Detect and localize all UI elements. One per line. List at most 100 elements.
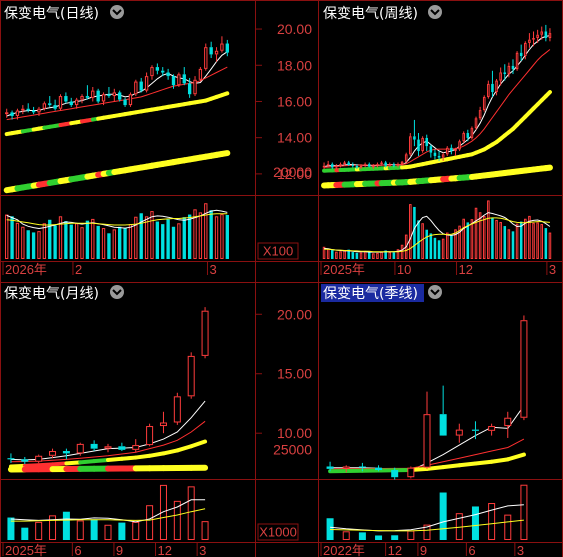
y-tick-label: 20.00 xyxy=(277,306,312,322)
x-tick-label: 12 xyxy=(459,262,473,277)
candle xyxy=(466,129,470,142)
chevron-down-icon[interactable] xyxy=(428,5,442,19)
volume-bar xyxy=(339,251,342,259)
volume-bar xyxy=(173,500,181,541)
candle xyxy=(482,95,486,112)
volume-bar xyxy=(112,229,116,259)
candle xyxy=(326,160,330,168)
monthly-chart-title[interactable]: 保变电气(月线) xyxy=(4,286,99,302)
ma-line-segment xyxy=(22,463,41,468)
chevron-down-icon[interactable] xyxy=(110,5,124,19)
volume-ma-line xyxy=(6,213,228,226)
candle xyxy=(458,139,461,152)
candle xyxy=(437,151,441,161)
ma-line-segment xyxy=(175,444,194,453)
volume-bar xyxy=(342,531,350,540)
candle xyxy=(380,160,383,166)
candle xyxy=(515,51,519,71)
volume-bar xyxy=(503,226,507,259)
candle xyxy=(532,31,535,47)
volume-bar xyxy=(132,521,140,540)
candle xyxy=(445,146,449,156)
volume-bar xyxy=(209,210,213,259)
volume-bar xyxy=(214,216,219,260)
candle xyxy=(69,97,73,107)
volume-bar xyxy=(90,519,98,540)
candle xyxy=(37,106,41,116)
volume-bar xyxy=(104,524,112,541)
volume-bar xyxy=(7,517,15,540)
volume-tick-label: 25000 xyxy=(273,441,312,457)
candle xyxy=(85,85,90,100)
volume-bar xyxy=(31,232,36,259)
candle xyxy=(187,77,192,98)
weekly-chart-title[interactable]: 保变电气(周线) xyxy=(323,6,418,22)
candle xyxy=(204,43,208,71)
candle xyxy=(524,41,527,60)
candle xyxy=(49,448,57,459)
volume-bar xyxy=(445,232,449,259)
candle xyxy=(62,448,70,460)
volume-bar xyxy=(471,506,479,540)
volume-bar xyxy=(351,252,355,259)
volume-bar xyxy=(91,218,95,260)
volume-bar xyxy=(536,222,539,259)
quarterly-chart-title[interactable]: 保变电气(季线) xyxy=(323,286,418,302)
volume-bar xyxy=(26,230,30,259)
x-tick-label: 10 xyxy=(397,262,411,277)
volume-bar xyxy=(177,223,181,259)
volume-bar xyxy=(335,251,338,259)
volume-bar xyxy=(220,214,224,259)
chevron-down-icon[interactable] xyxy=(110,285,124,299)
ma-line-segment xyxy=(425,465,446,471)
candle xyxy=(544,24,548,42)
volume-bar xyxy=(62,511,70,540)
daily-chart-title[interactable]: 保变电气(日线) xyxy=(4,6,99,22)
candle xyxy=(144,72,149,93)
volume-bar xyxy=(391,535,399,540)
candle xyxy=(358,462,366,472)
volume-unit-box xyxy=(257,523,299,541)
candle xyxy=(471,421,479,440)
candle xyxy=(429,144,433,158)
candle xyxy=(363,162,367,168)
candle xyxy=(343,160,346,166)
y-tick-label: 18.00 xyxy=(277,57,312,73)
candle xyxy=(104,443,112,453)
volume-bar xyxy=(326,518,334,540)
volume-bar xyxy=(347,249,350,259)
volume-bar xyxy=(76,520,84,540)
candle xyxy=(112,88,116,102)
candle xyxy=(455,423,463,443)
volume-bar xyxy=(42,223,47,259)
candle xyxy=(35,454,43,463)
ma-line xyxy=(10,420,206,463)
volume-bar xyxy=(85,220,90,259)
volume-bar xyxy=(407,530,415,541)
volume-bar xyxy=(15,222,20,259)
volume-bar xyxy=(146,505,154,541)
x-tick-label: 9 xyxy=(420,543,427,557)
ma-line-segment xyxy=(473,459,494,466)
candle xyxy=(425,134,429,152)
volume-bar xyxy=(74,223,79,259)
candle xyxy=(118,90,122,102)
ma-line-segment xyxy=(119,455,138,461)
candle xyxy=(225,39,229,57)
candle xyxy=(101,92,106,106)
volume-bar xyxy=(532,222,535,260)
volume-bar xyxy=(159,484,167,540)
volume-bar xyxy=(423,524,431,540)
candle xyxy=(355,164,359,170)
candle xyxy=(478,106,482,120)
candle xyxy=(454,147,457,156)
candle xyxy=(80,94,84,104)
ma-line-segment xyxy=(133,453,152,460)
candle xyxy=(347,160,350,166)
ma-line-segment xyxy=(543,90,552,99)
chevron-down-icon[interactable] xyxy=(428,285,442,299)
volume-bar xyxy=(504,514,512,540)
candle xyxy=(548,28,552,42)
x-tick-label: 3 xyxy=(209,262,216,277)
